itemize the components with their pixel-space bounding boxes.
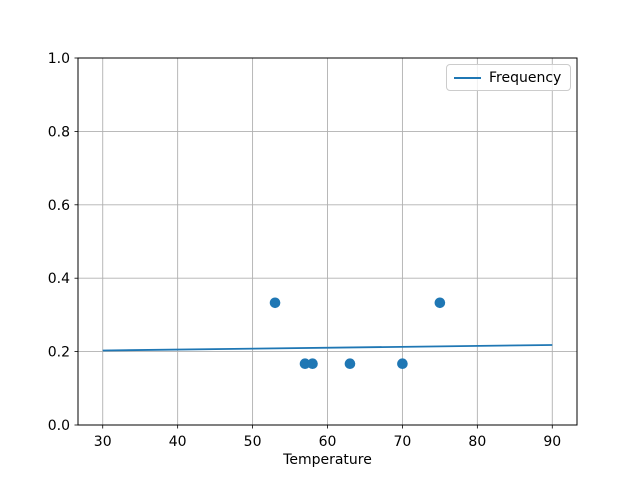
scatter-point (269, 297, 281, 309)
scatter-point (434, 297, 446, 309)
x-tick-label: 40 (169, 434, 187, 450)
y-tick-label: 0.0 (48, 418, 70, 434)
x-tick-label: 30 (94, 434, 112, 450)
y-tick-label: 1.0 (48, 51, 70, 67)
x-tick-label: 60 (319, 434, 337, 450)
legend-line-icon (454, 76, 481, 79)
plot-area-border (77, 57, 578, 426)
x-tick-label: 50 (244, 434, 262, 450)
y-tick-label: 0.6 (48, 198, 70, 214)
y-tick-label: 0.2 (48, 345, 70, 361)
scatter-point (344, 358, 356, 370)
x-tick-label: 70 (394, 434, 412, 450)
x-tick-label: 80 (468, 434, 486, 450)
x-tick-label: 90 (543, 434, 561, 450)
scatter-point (307, 358, 318, 370)
y-tick-label: 0.4 (48, 271, 70, 287)
legend-label: Frequency (489, 69, 562, 86)
scatter-point (299, 358, 311, 370)
x-axis-label: Temperature (283, 452, 372, 468)
trend-line (102, 344, 553, 352)
scatter-point (397, 358, 408, 370)
legend: Frequency (446, 64, 571, 91)
y-tick-label: 0.8 (48, 124, 70, 140)
